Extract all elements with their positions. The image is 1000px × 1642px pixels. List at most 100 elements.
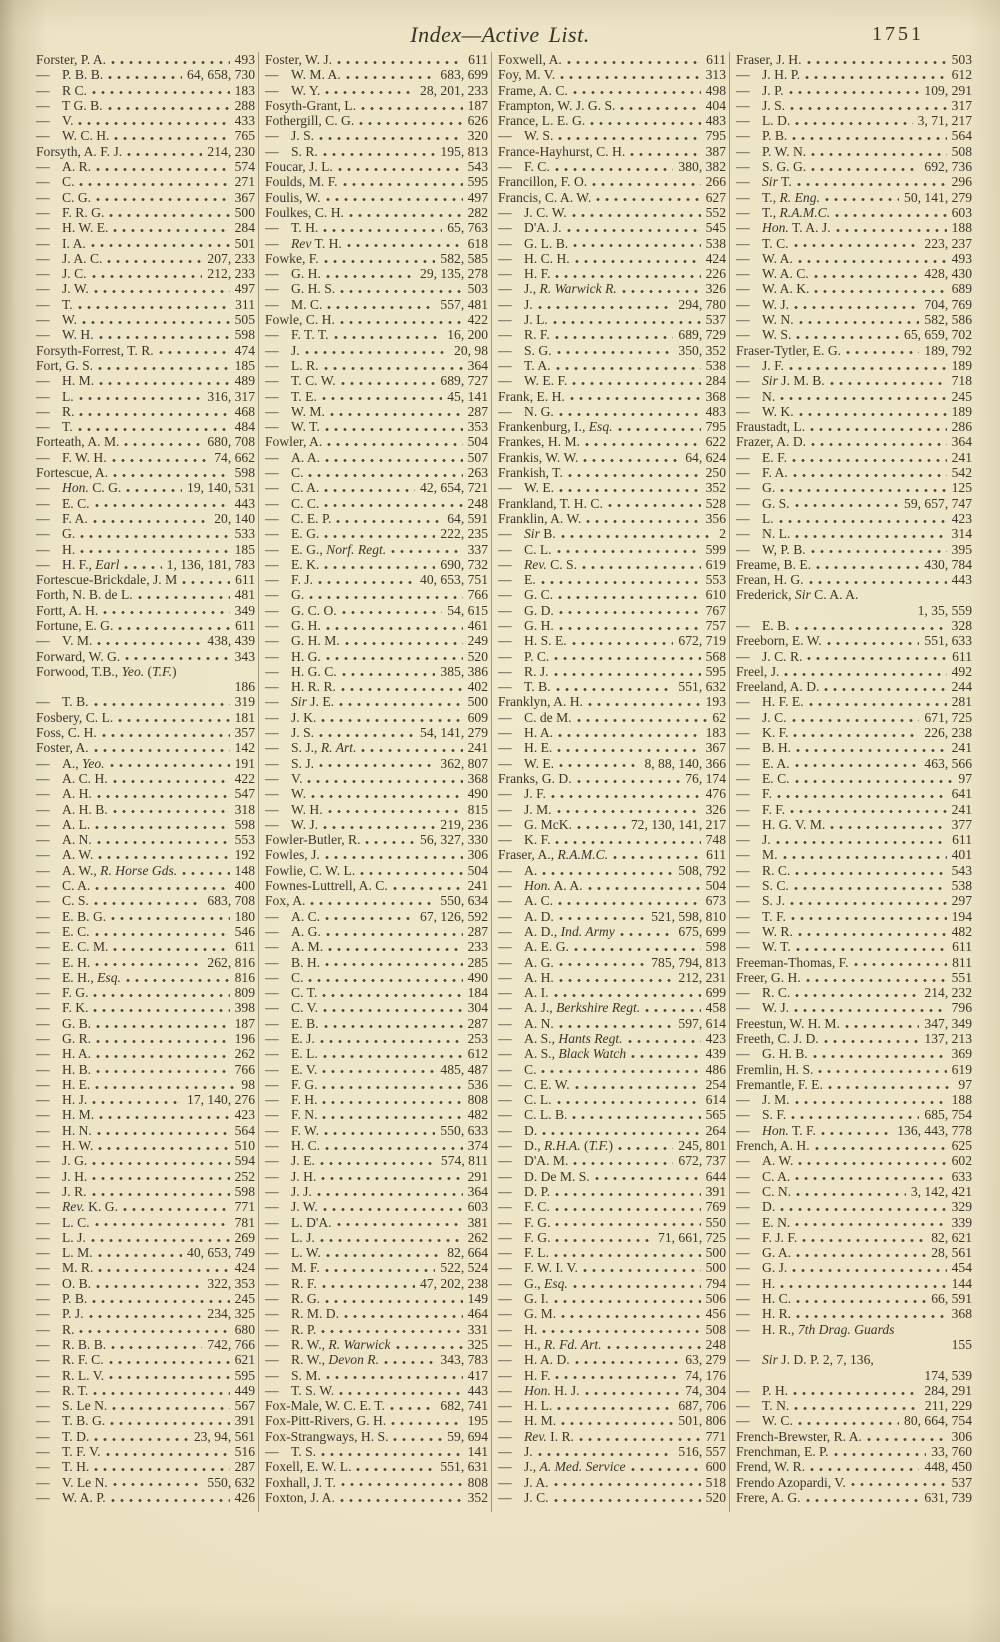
entry-name: — J. H. [265,1168,317,1184]
entry-page-numbers: 765 [234,128,255,144]
entry-name: — H. F., Earl [36,556,120,572]
index-entry: — W. T. 353 [265,419,488,434]
index-entry: — H. R. 368 [736,1306,972,1321]
index-entry: — C. L. 599 [498,542,726,557]
entry-name: — Sir J. D. P. 2, 7, 136, [736,1352,874,1368]
subentry-dash: — [265,480,279,496]
entry-name: Frampton, W. J. G. S. [498,97,616,113]
dotted-leader [323,259,436,263]
subentry-dash: — [736,1153,750,1169]
dotted-leader [96,198,230,202]
dotted-leader [798,1162,947,1166]
entry-name: — R. C. [736,862,791,878]
entry-page-numbers: 64, 624 [685,449,726,465]
entry-name: — H. M. [36,373,95,389]
dotted-leader [576,718,708,722]
index-entry: — T. H. 65, 763 [265,220,488,235]
entry-name: — A. L. [36,816,91,832]
entry-name: — W. [265,786,306,802]
entry-name: — V. [36,113,74,129]
entry-page-numbers: 538 [705,357,726,373]
index-entry: — F. G. 536 [265,1077,488,1092]
entry-page-numbers: 23, 94, 561 [193,1428,255,1444]
index-entry: — W. A. P. 426 [36,1490,255,1505]
entry-name: — T. B. [36,694,89,710]
index-entry: Frean, H. G. 443 [736,572,972,587]
entry-page-numbers: 533 [234,526,255,542]
entry-page-numbers: 500 [467,694,488,710]
subentry-dash: — [36,312,50,328]
dotted-leader [558,1024,674,1028]
dotted-leader [77,305,231,309]
subentry-dash: — [265,556,279,572]
subentry-dash: — [736,1199,750,1215]
index-entry: — S. Le N. 567 [36,1398,255,1413]
subentry-dash: — [498,403,512,419]
entry-name: Foxhall, J. T. [265,1474,336,1490]
entry-name: Fowler, A. [265,434,323,450]
entry-name: Francillon, F. O. [498,174,588,190]
entry-name: — J. H. [36,1168,88,1184]
subentry-dash: — [265,82,279,98]
entry-page-numbers: 422 [467,312,488,328]
dotted-leader [95,886,230,890]
entry-page-numbers: 625 [951,1138,972,1154]
entry-page-numbers: 423 [951,510,972,526]
dotted-leader [111,917,230,921]
index-entry: Frankes, H. M. 622 [498,434,726,449]
entry-name: — F. R. G. [36,204,105,220]
dotted-leader [566,229,701,233]
entry-name: — R. L. V. [36,1367,105,1383]
dotted-leader [554,167,674,171]
subentry-dash: — [498,250,512,266]
dotted-leader [558,596,701,600]
index-entry: — W. M. A. 683, 699 [265,67,488,82]
dotted-leader [808,580,947,584]
index-entry: — F. W. H. 74, 662 [36,450,255,465]
entry-page-numbers: 602 [951,1153,972,1169]
index-entry: — F. G. 809 [36,985,255,1000]
entry-name: — R. B. B. [36,1336,107,1352]
index-entry: — H. 185 [36,542,255,557]
index-entry: — H. R., 7th Drag. Guards [736,1322,972,1337]
dotted-leader [323,825,436,829]
page-header: Index—Active List. 1751 [0,22,1000,56]
index-entry: 1, 35, 559 [736,603,972,618]
entry-name: — C. E. W. [498,1076,570,1092]
entry-name: Forster, P. A. [36,52,107,67]
entry-name: — L. W. [265,1245,321,1261]
index-entry: — N. G. 483 [498,404,726,419]
dotted-leader [124,565,162,569]
subentry-dash: — [736,648,750,664]
entry-name: — S. J. [265,755,315,771]
dotted-leader [110,1498,230,1502]
dotted-leader [327,810,463,814]
dotted-leader [125,978,230,982]
dotted-leader [796,1253,927,1257]
entry-name: — W. K. [736,403,794,419]
subentry-dash: — [36,1183,50,1199]
entry-name: — H., R. Fd. Art. [498,1336,602,1352]
dotted-leader [309,596,463,600]
entry-page-numbers: 614 [705,1092,726,1108]
subentry-dash: — [736,1183,750,1199]
index-entry: — Rev. C. S. 619 [498,557,726,572]
entry-page-numbers: 546 [234,923,255,939]
entry-page-numbers: 550 [705,1214,726,1230]
entry-page-numbers: 385, 386 [440,663,488,679]
dotted-leader [558,963,647,967]
entry-name: — W. E. [498,480,555,496]
entry-page-numbers: 248 [705,1336,726,1352]
entry-name: — H. B. [36,1061,92,1077]
index-entry: — Sir J. M. B. 718 [736,373,972,388]
entry-page-numbers: 195 [467,1413,488,1429]
subentry-dash: — [498,954,512,970]
subentry-dash: — [265,1321,279,1337]
index-entry: — F. R. G. 500 [36,205,255,220]
entry-page-numbers: 76, 174 [685,770,726,786]
dotted-leader [555,1238,654,1242]
index-entry: — E. A. 463, 566 [736,756,972,771]
dotted-leader [325,626,463,630]
subentry-dash: — [498,1183,512,1199]
index-entry: — S. C. 538 [736,878,972,893]
